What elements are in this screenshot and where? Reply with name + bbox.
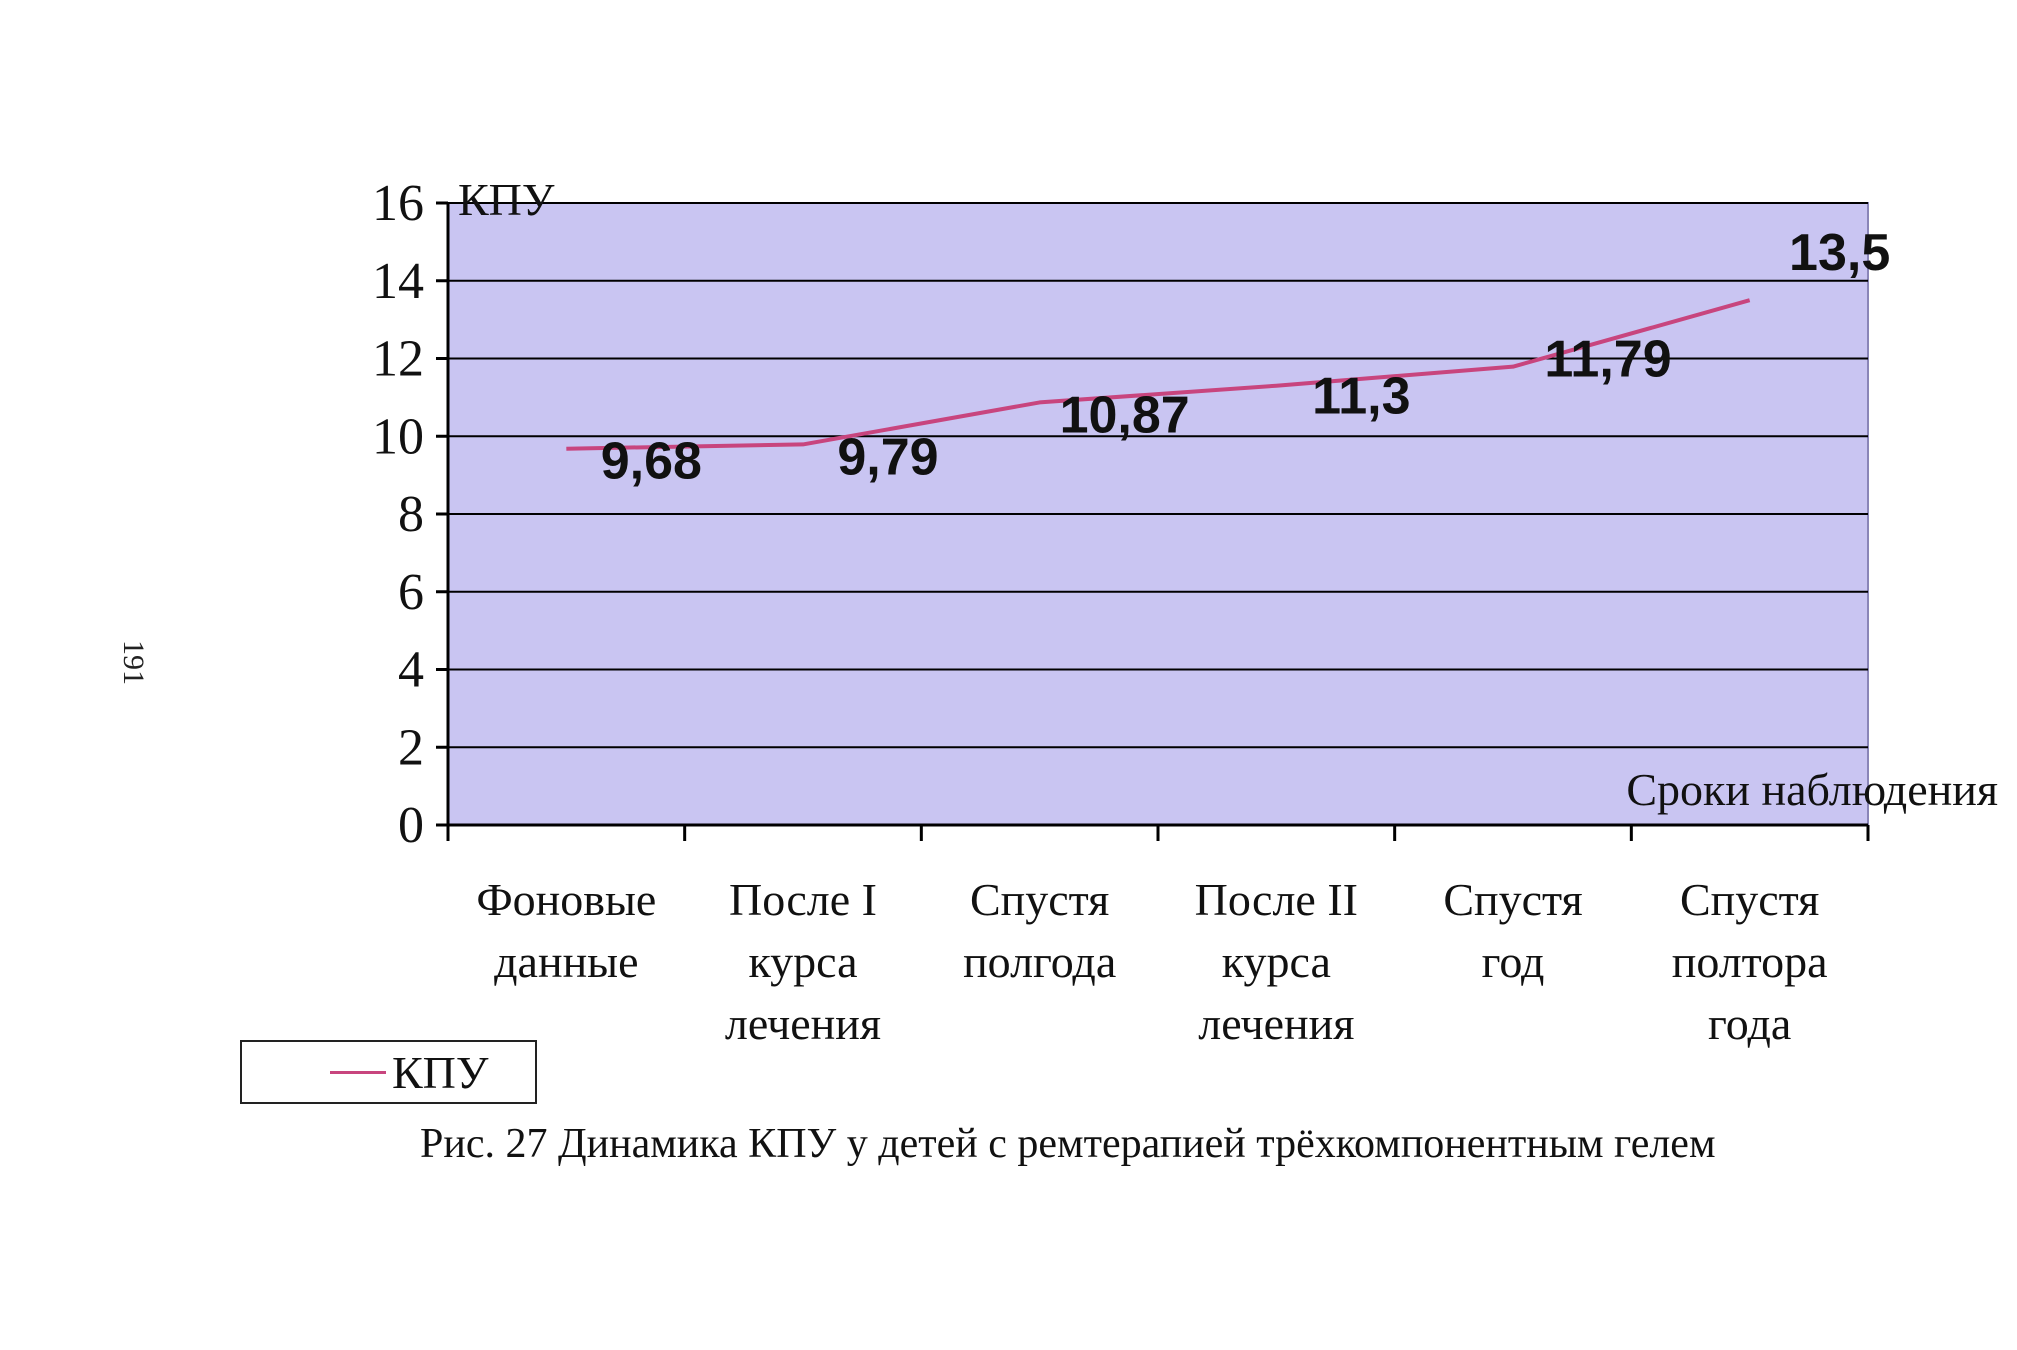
series-line-kpu: [566, 298, 1751, 451]
y-tick-label: 6: [398, 564, 424, 621]
y-tick-labels: 0 2 4 6 8 10 12 14 16: [372, 175, 424, 854]
x-tick-label: После II курса лечения: [1195, 874, 1358, 1049]
data-labels: 9,68 9,79 10,87 11,3 11,79 13,5: [601, 224, 1891, 491]
legend: КПУ: [240, 1040, 537, 1104]
y-tick-label: 2: [398, 719, 424, 776]
y-tick-label: 14: [372, 253, 424, 310]
y-tick-label: 4: [398, 642, 424, 699]
gridlines: [448, 202, 1868, 749]
data-label: 9,79: [837, 428, 938, 486]
y-tick-label: 8: [398, 486, 424, 543]
legend-label: КПУ: [392, 1046, 489, 1098]
y-tick-label: 0: [398, 797, 424, 854]
data-label: 13,5: [1789, 224, 1890, 282]
data-label: 11,3: [1312, 368, 1410, 426]
series-kpu: [566, 298, 1751, 451]
y-axis-title: КПУ: [458, 174, 555, 225]
x-tick-label: Спустя полгода: [963, 874, 1116, 987]
data-label: 11,79: [1544, 331, 1671, 389]
x-tick-label: Фоновые данные: [476, 874, 656, 987]
legend-line-swatch: [330, 1070, 386, 1074]
y-tick-label: 10: [372, 408, 424, 465]
x-axis-title: Сроки наблюдения: [1626, 764, 1998, 815]
x-tick-label: Спустя год: [1443, 874, 1582, 987]
axes: [436, 201, 1870, 841]
data-label: 10,87: [1060, 386, 1190, 444]
y-tick-label: 12: [372, 331, 424, 388]
x-tick-label: Спустя полтора года: [1672, 874, 1828, 1049]
figure-caption: Рис. 27 Динамика КПУ у детей с ремтерапи…: [420, 1121, 1716, 1167]
y-tick-label: 16: [372, 175, 424, 232]
data-label: 9,68: [601, 433, 702, 491]
